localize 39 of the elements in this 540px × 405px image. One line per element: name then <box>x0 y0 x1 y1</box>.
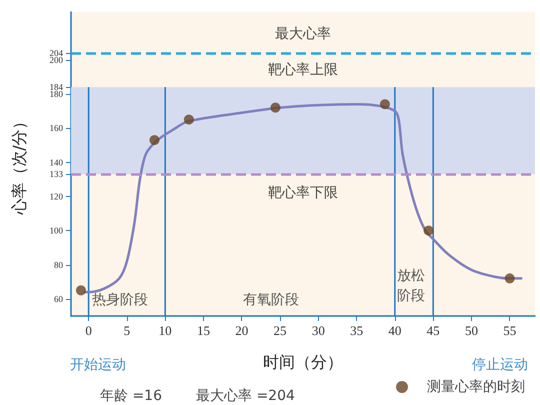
y-tick-label: 133 <box>50 169 64 180</box>
x-tick-label: 20 <box>235 323 248 338</box>
point <box>184 114 194 125</box>
point <box>76 285 86 296</box>
point <box>504 273 515 284</box>
y-tick-label: 160 <box>50 123 64 134</box>
annotation: 热身阶段 <box>92 292 148 308</box>
legend-label: 测量心率的时刻 <box>427 379 525 395</box>
x-axis-title: 时间（分） <box>263 352 343 372</box>
text: 开始运动 <box>70 357 126 373</box>
y-axis-title: 心率（次/分） <box>10 113 28 216</box>
x-tick-label: 30 <box>312 323 325 338</box>
x-tick-label: 10 <box>158 323 172 338</box>
text: 年龄 =16 <box>100 388 162 404</box>
x-tick-label: 5 <box>124 323 130 338</box>
text: 最大心率 =204 <box>196 388 295 404</box>
x-tick-label: 40 <box>388 323 402 338</box>
y-tick-label: 80 <box>54 260 64 270</box>
point <box>270 102 280 113</box>
y-tick-label: 60 <box>54 294 64 304</box>
y-tick-label: 120 <box>50 191 64 202</box>
y-tick-label: 100 <box>50 226 64 236</box>
text: 停止运动 <box>472 357 528 373</box>
annotation: 有氧阶段 <box>243 292 299 308</box>
x-tick-label: 50 <box>464 323 478 338</box>
band-label: 靶心率上限 <box>268 62 338 78</box>
x-tick-label: 25 <box>274 323 287 338</box>
point <box>380 99 390 110</box>
ref-line-label: 靶心率下限 <box>268 185 338 202</box>
annotation: 放松阶段 <box>397 268 425 304</box>
x-tick-label: 45 <box>426 323 440 338</box>
point <box>424 226 434 236</box>
x-tick-label: 55 <box>503 323 516 338</box>
x-tick-label: 0 <box>85 323 92 338</box>
ref-line-label: 最大心率 <box>275 26 331 42</box>
x-tick-label: 35 <box>350 323 364 338</box>
x-tick-label: 15 <box>196 323 210 338</box>
point <box>149 135 160 146</box>
y-tick-label: 140 <box>50 157 64 168</box>
